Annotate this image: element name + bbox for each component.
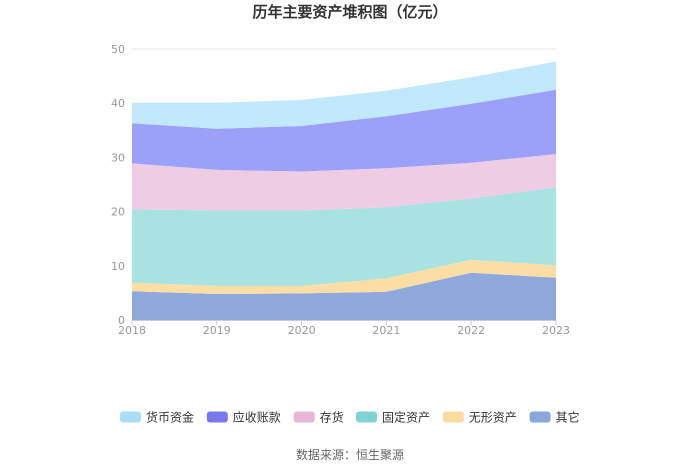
area-series-1 [132, 259, 556, 294]
legend: 货币资金 应收账款 存货 固定资产 无形资产 其它 [120, 410, 580, 425]
y-tick-label: 0 [118, 314, 125, 327]
legend-swatch [206, 411, 228, 423]
legend-label: 固定资产 [382, 410, 430, 425]
legend-swatch [120, 411, 141, 423]
area-series-3 [132, 154, 556, 211]
area-series-4 [132, 89, 556, 172]
axis-layer: 2018 2019 2020 2021 2022 2023 [118, 320, 570, 337]
x-tick-label: 2019 [203, 324, 231, 337]
legend-swatch [356, 411, 377, 423]
x-tick-label: 2022 [457, 324, 485, 337]
y-tick-label: 30 [111, 151, 125, 164]
y-tick-label: 10 [111, 260, 125, 273]
y-tick-label: 50 [111, 43, 125, 56]
x-tick-label: 2021 [372, 324, 400, 337]
legend-label: 存货 [320, 410, 344, 425]
x-tick-label: 2023 [542, 324, 570, 337]
legend-swatch [293, 411, 315, 423]
area-series-0 [132, 272, 556, 320]
area-series-2 [132, 187, 556, 286]
x-tick-label: 2018 [118, 324, 146, 337]
x-tick-label: 2020 [288, 324, 316, 337]
area-layer [132, 61, 556, 320]
legend-label: 无形资产 [469, 411, 517, 425]
legend-label: 应收账款 [233, 410, 281, 425]
data-source-note: 数据来源：恒生聚源 [295, 448, 404, 462]
y-tick-label: 20 [111, 206, 125, 219]
legend-label: 货币资金 [146, 410, 194, 425]
legend-swatch [442, 411, 464, 423]
y-tick-label: 40 [111, 97, 125, 110]
chart-title: 历年主要资产堆积图（亿元） [252, 3, 447, 21]
legend-swatch [529, 411, 551, 423]
legend-label: 其它 [556, 410, 580, 425]
area-series-5 [132, 61, 556, 129]
